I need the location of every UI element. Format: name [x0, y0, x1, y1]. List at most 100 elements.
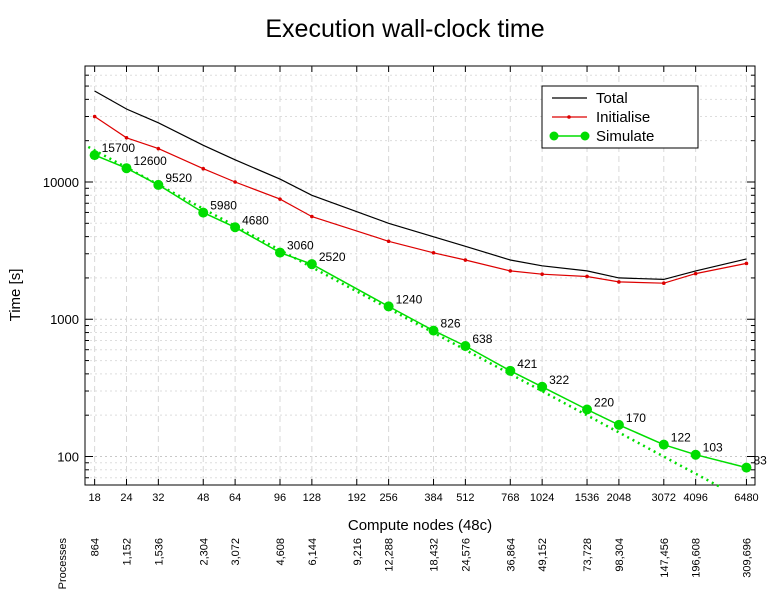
legend-marker	[549, 131, 559, 141]
simulate-data-label: 170	[626, 411, 646, 425]
processes-label: 18,432	[429, 538, 441, 572]
processes-label: 864	[90, 538, 102, 556]
processes-label: 73,728	[582, 538, 594, 572]
chart-title: Execution wall-clock time	[265, 15, 544, 43]
initialise-point	[540, 272, 544, 276]
ideal-scaling-line	[87, 145, 723, 490]
initialise-point	[463, 258, 468, 262]
simulate-point	[306, 259, 317, 270]
x-tick-label: 256	[379, 492, 397, 504]
simulate-point	[198, 207, 209, 218]
grid	[85, 66, 755, 485]
simulate-point	[582, 404, 593, 415]
x-tick-label: 48	[197, 492, 209, 504]
axes: 18 24 32 48 64 96 128 192 256 384 512 768 1024 1536 20…	[43, 66, 759, 504]
legend-label: Simulate	[596, 128, 654, 145]
series-line-total	[94, 90, 747, 281]
x-tick-label: 768	[501, 492, 519, 504]
simulate-data-label: 2520	[319, 250, 346, 264]
initialise-point	[617, 280, 621, 284]
y-tick-label: 100	[57, 450, 79, 465]
simulate-point	[505, 365, 516, 376]
processes-label: 3,072	[230, 538, 242, 566]
initialise-point	[233, 180, 237, 184]
x-tick-label: 96	[274, 492, 286, 504]
initialise-point	[585, 274, 589, 279]
initialise-point	[744, 261, 749, 266]
initialise-point	[661, 281, 666, 286]
simulate-data-label: 638	[472, 332, 492, 346]
processes-header: Processes	[57, 538, 69, 590]
initialise-point	[92, 114, 97, 119]
initialise-point	[124, 135, 129, 140]
processes-label: 309,696	[741, 538, 753, 578]
x-tick-label: 32	[152, 492, 164, 504]
x-tick-label: 1536	[575, 492, 599, 504]
x-tick-label: 128	[303, 492, 321, 504]
simulate-point	[230, 222, 241, 233]
initialise-point	[508, 269, 513, 273]
processes-label: 6,144	[307, 538, 319, 566]
y-tick-label: 10000	[43, 175, 79, 190]
simulate-point	[537, 381, 548, 392]
initialise-point	[431, 250, 436, 255]
y-tick-label: 1000	[50, 312, 79, 327]
simulate-point	[275, 247, 286, 258]
simulate-point	[658, 439, 669, 450]
plot-area	[84, 65, 756, 486]
simulate-data-label: 12600	[133, 154, 167, 168]
simulate-point	[153, 179, 164, 190]
processes-label: 49,152	[537, 538, 549, 572]
initialise-point	[278, 197, 282, 201]
simulate-data-label: 9520	[165, 171, 192, 185]
processes-label: 1,152	[121, 538, 133, 566]
simulate-data-label: 5980	[210, 199, 237, 213]
processes-label: 9,216	[352, 538, 364, 566]
x-tick-label: 18	[89, 492, 101, 504]
x-tick-label: 64	[229, 492, 241, 504]
processes-label: 98,304	[614, 538, 626, 572]
simulate-point	[89, 150, 100, 161]
simulate-point	[460, 341, 471, 352]
legend-marker	[580, 131, 590, 141]
legend-label: Total	[596, 90, 628, 107]
x-tick-label: 3072	[652, 492, 676, 504]
x-axis-label: Compute nodes (48c)	[348, 517, 492, 534]
simulate-point	[690, 449, 701, 460]
legend: Total Initialise Simulate	[541, 85, 699, 149]
simulate-point	[613, 419, 624, 430]
x-tick-label: 192	[348, 492, 366, 504]
processes-label: 147,456	[659, 538, 671, 578]
legend-marker	[567, 115, 571, 119]
legend-label: Initialise	[596, 109, 650, 126]
x-tick-label: 2048	[607, 492, 631, 504]
processes-label: 1,536	[153, 538, 165, 566]
plot-border	[84, 65, 756, 486]
simulate-point	[383, 301, 394, 312]
x-tick-label: 1024	[530, 492, 554, 504]
simulate-data-label: 322	[549, 373, 569, 387]
initialise-point	[156, 146, 161, 151]
processes-label: 36,864	[505, 538, 517, 572]
simulate-point	[428, 325, 439, 336]
simulate-data-label: 3060	[287, 239, 314, 253]
y-axis-label: Time [s]	[7, 269, 24, 322]
x-tick-label: 4096	[683, 492, 707, 504]
processes-label: 12,288	[384, 538, 396, 572]
initialise-point	[386, 239, 391, 244]
simulate-data-label: 826	[441, 317, 461, 331]
initialise-point	[201, 166, 206, 171]
simulate-data-label: 103	[703, 441, 723, 455]
x-tick-label: 384	[424, 492, 442, 504]
simulate-data-label: 4680	[242, 213, 269, 227]
simulate-point	[741, 462, 752, 473]
simulate-data-label: 220	[594, 396, 614, 410]
simulate-point	[121, 163, 132, 174]
series-line-simulate	[94, 154, 747, 469]
x-tick-label: 512	[456, 492, 474, 504]
processes-label: 4,608	[275, 538, 287, 566]
simulate-data-label: 122	[671, 431, 691, 445]
simulate-data-label: 15700	[102, 141, 136, 155]
